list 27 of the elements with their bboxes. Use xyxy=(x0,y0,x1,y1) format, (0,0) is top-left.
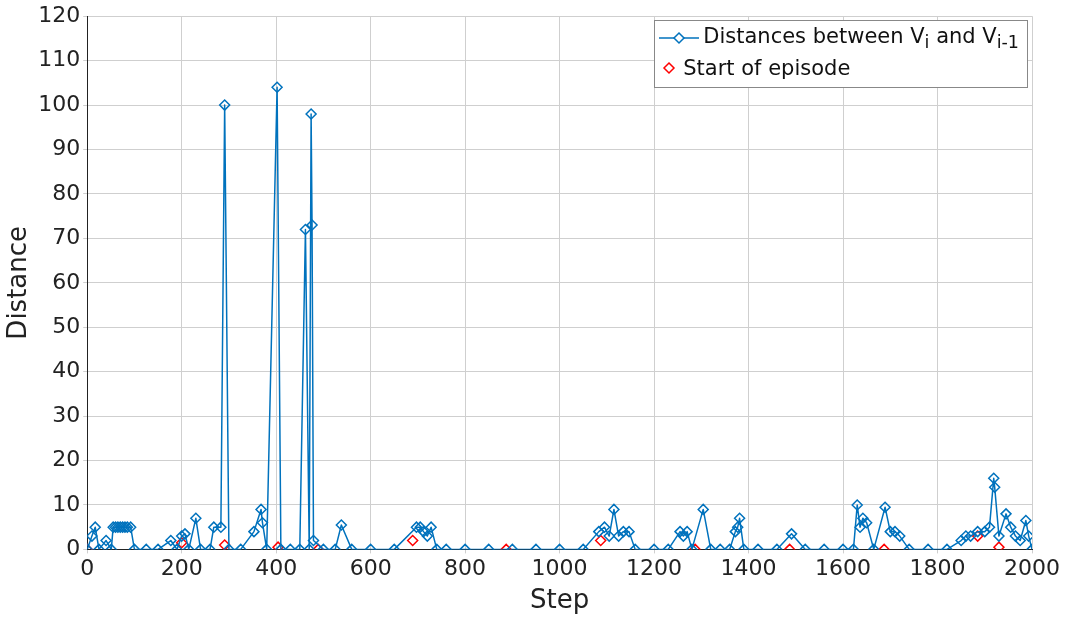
x-tick-label: 1200 xyxy=(626,555,683,581)
x-tick-label: 600 xyxy=(349,555,392,581)
x-tick-label: 1400 xyxy=(720,555,777,581)
legend-label: Distances between V$_{i}$ and V$_{i-1}$ xyxy=(703,24,1019,53)
y-tick-label: 70 xyxy=(52,224,81,250)
x-tick-label: 1000 xyxy=(531,555,588,581)
y-tick-label: 30 xyxy=(52,401,81,427)
y-tick-label: 110 xyxy=(38,46,81,72)
y-tick-label: 120 xyxy=(38,1,81,27)
y-tick-label: 100 xyxy=(38,90,81,116)
y-tick-label: 80 xyxy=(52,179,81,205)
x-tick-label: 2000 xyxy=(1004,555,1060,581)
x-tick-label: 400 xyxy=(255,555,298,581)
y-tick-label: 60 xyxy=(52,268,81,294)
legend-label: Start of episode xyxy=(683,56,851,81)
x-tick-label: 1600 xyxy=(815,555,872,581)
y-tick-label: 90 xyxy=(52,135,81,161)
x-axis-title: Step xyxy=(529,584,590,615)
x-tick-label: 800 xyxy=(444,555,487,581)
y-axis-title: Distance xyxy=(2,225,33,340)
y-tick-label: 40 xyxy=(52,357,81,383)
x-tick-label: 1800 xyxy=(909,555,966,581)
x-tick-label: 200 xyxy=(160,555,203,581)
y-tick-label: 0 xyxy=(66,535,81,561)
y-tick-label: 10 xyxy=(52,490,81,516)
y-tick-label: 50 xyxy=(52,312,81,338)
y-tick-label: 20 xyxy=(52,446,81,472)
